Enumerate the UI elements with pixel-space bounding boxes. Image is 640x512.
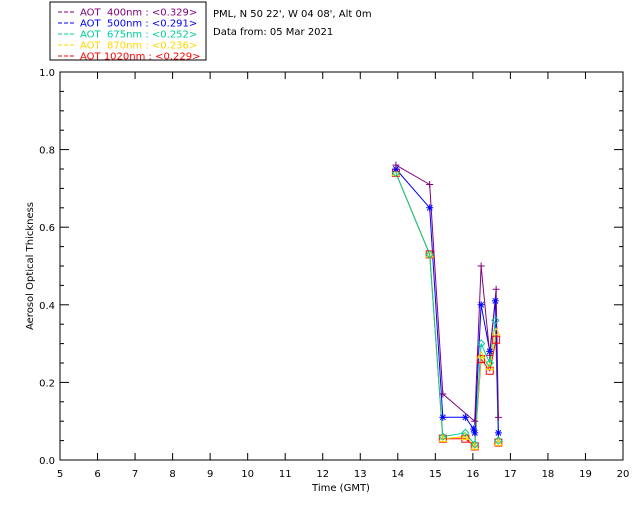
y-axis-label: Aerosol Optical Thickness (25, 202, 36, 330)
data-point-1-2 (439, 413, 447, 421)
date-info: Data from: 05 Mar 2021 (213, 27, 333, 38)
data-point-0-3 (471, 417, 479, 425)
data-point-0-5 (486, 351, 494, 359)
data-point-1-6 (477, 301, 485, 309)
x-tick-label: 6 (94, 469, 100, 480)
data-point-0-2 (439, 390, 447, 398)
legend-entry-4: AOT 1020nm : <0.229> (80, 52, 200, 63)
x-tick-label: 5 (57, 469, 63, 480)
data-point-4-6 (485, 366, 494, 375)
series-line-0 (395, 164, 499, 423)
legend: AOT 400nm : <0.329>AOT 500nm : <0.291>AO… (49, 1, 207, 63)
x-axis-label: Time (GMT) (311, 483, 370, 494)
data-point-1-7 (486, 347, 494, 355)
y-tick-label: 0.2 (39, 378, 55, 389)
data-point-1-3 (461, 413, 469, 421)
data-point-4-7 (492, 335, 501, 344)
data-point-0-0 (392, 161, 400, 169)
data-point-1-5 (471, 429, 479, 437)
x-tick-label: 7 (132, 469, 138, 480)
data-point-1-4 (470, 425, 478, 433)
x-tick-label: 10 (241, 469, 254, 480)
data-point-1-8 (491, 297, 499, 305)
legend-entry-0: AOT 400nm : <0.329> (80, 8, 197, 19)
data-point-0-1 (426, 181, 434, 189)
x-tick-label: 16 (466, 469, 479, 480)
y-tick-label: 0.0 (39, 456, 55, 467)
series-line-4 (395, 172, 499, 448)
x-tick-label: 19 (579, 469, 592, 480)
data-point-1-9 (494, 429, 502, 437)
x-tick-label: 18 (542, 469, 555, 480)
data-point-2-4 (470, 440, 479, 449)
data-point-3-6 (485, 362, 495, 371)
x-tick-label: 9 (207, 469, 213, 480)
y-tick-label: 0.8 (39, 146, 55, 157)
x-tick-label: 8 (169, 469, 175, 480)
legend-box (49, 1, 207, 61)
data-point-2-7 (491, 316, 500, 325)
legend-entry-2: AOT 675nm : <0.252> (80, 30, 197, 41)
x-tick-label: 17 (504, 469, 517, 480)
station-info: PML, N 50 22', W 04 08', Alt 0m (213, 9, 372, 20)
data-point-2-3 (461, 428, 470, 438)
data-point-2-6 (485, 358, 494, 368)
data-point-2-5 (476, 339, 486, 348)
data-point-0-6 (492, 285, 500, 293)
data-point-4-5 (477, 355, 486, 364)
data-point-3-7 (491, 327, 501, 336)
data-point-2-1 (425, 250, 434, 259)
y-tick-label: 0.4 (39, 301, 55, 312)
data-point-3-3 (461, 432, 470, 441)
data-point-2-2 (438, 432, 448, 441)
x-tick-label: 20 (617, 469, 630, 480)
plot-frame (59, 71, 624, 461)
data-point-1-0 (392, 165, 400, 173)
series-line-1 (395, 168, 499, 433)
y-tick-label: 1.0 (39, 68, 55, 79)
data-point-0-4 (477, 262, 485, 270)
x-tick-label: 14 (391, 469, 404, 480)
data-point-1-1 (426, 204, 434, 212)
legend-entry-3: AOT 870nm : <0.236> (80, 41, 197, 52)
legend-entry-1: AOT 500nm : <0.291> (80, 19, 197, 30)
data-point-2-8 (494, 436, 503, 445)
x-tick-label: 11 (279, 469, 292, 480)
series-line-2 (395, 172, 499, 446)
y-tick-label: 0.6 (39, 223, 55, 234)
x-tick-label: 13 (354, 469, 367, 480)
x-tick-label: 12 (316, 469, 329, 480)
x-tick-label: 15 (429, 469, 442, 480)
data-point-0-7 (494, 413, 502, 421)
series-line-3 (395, 172, 499, 448)
data-point-3-5 (476, 350, 486, 359)
